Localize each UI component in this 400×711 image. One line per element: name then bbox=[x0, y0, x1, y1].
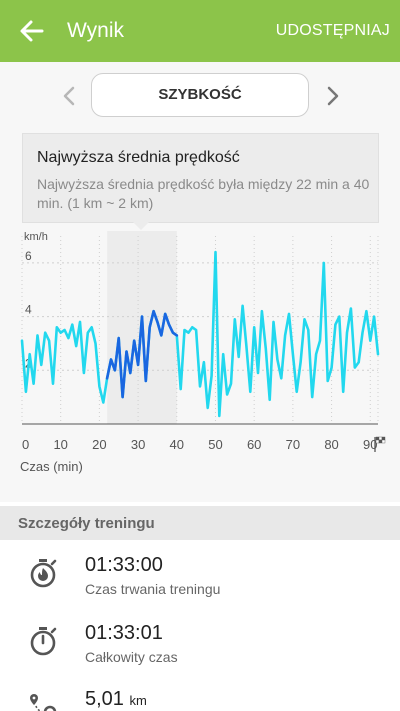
x-tick-label: 40 bbox=[170, 437, 184, 452]
speed-chart[interactable]: 246 km/h 0 10 20 30 40 50 60 70 80 90 Czas (min) bbox=[0, 226, 400, 486]
y-axis-label: km/h bbox=[24, 231, 48, 243]
highest-speed-tooltip: Najwyższa średnia prędkość Najwyższa śre… bbox=[22, 133, 379, 230]
detail-value: 01:33:00 bbox=[85, 554, 163, 576]
detail-label: Czas trwania treningu bbox=[85, 581, 221, 597]
flag-square bbox=[381, 439, 386, 444]
x-tick-label: 70 bbox=[286, 437, 300, 452]
x-tick-label: 30 bbox=[131, 437, 145, 452]
x-tick-label: 80 bbox=[324, 437, 338, 452]
tooltip-notch bbox=[133, 222, 149, 230]
y-tick-label: 4 bbox=[25, 303, 32, 317]
finish-flag-icon bbox=[374, 436, 386, 452]
grid-lines bbox=[21, 236, 379, 424]
back-arrow-icon[interactable] bbox=[18, 17, 46, 45]
section-heading: Szczegóły treningu bbox=[0, 506, 400, 540]
speed-series-line bbox=[20, 250, 380, 418]
app-bar: Wynik UDOSTĘPNIAJ bbox=[0, 0, 400, 62]
x-tick-label: 20 bbox=[92, 437, 106, 452]
detail-row-workout-duration: 01:33:00 Czas trwania treningu bbox=[0, 544, 400, 606]
page-title: Wynik bbox=[67, 19, 124, 42]
x-ticks: 0 10 20 30 40 50 60 70 80 90 bbox=[22, 437, 377, 452]
section-heading-label: Szczegóły treningu bbox=[18, 515, 155, 532]
flag-square bbox=[375, 439, 380, 444]
x-tick-label: 50 bbox=[208, 437, 222, 452]
distance-unit: km bbox=[129, 693, 147, 708]
route-pins-icon bbox=[30, 694, 57, 711]
detail-value: 5,01 km bbox=[85, 688, 147, 711]
flag-square bbox=[381, 436, 386, 441]
detail-label: Całkowity czas bbox=[85, 649, 178, 665]
y-ticks: 246 bbox=[25, 249, 32, 370]
chevron-right-icon[interactable] bbox=[320, 84, 344, 108]
detail-row-total-time: 01:33:01 Całkowity czas bbox=[0, 612, 400, 674]
series-layer bbox=[20, 250, 380, 418]
stopwatch-icon bbox=[30, 627, 57, 656]
flag-square bbox=[378, 439, 383, 444]
x-tick-label: 90 bbox=[363, 437, 377, 452]
metric-selector: SZYBKOŚĆ bbox=[0, 73, 400, 119]
y-tick-label: 6 bbox=[25, 249, 32, 263]
detail-value: 01:33:01 bbox=[85, 622, 163, 644]
x-tick-label: 0 bbox=[22, 437, 29, 452]
flag-square bbox=[378, 436, 383, 441]
x-tick-label: 60 bbox=[247, 437, 261, 452]
tooltip-text: Najwyższa średnia prędkość była między 2… bbox=[37, 176, 370, 211]
chevron-left-icon[interactable] bbox=[58, 84, 82, 108]
share-button[interactable]: UDOSTĘPNIAJ bbox=[275, 22, 390, 39]
tooltip-title: Najwyższa średnia prędkość bbox=[37, 149, 240, 166]
x-axis-label: Czas (min) bbox=[20, 459, 83, 474]
stopwatch-flame-icon bbox=[30, 559, 57, 588]
highlighted-segment-line bbox=[105, 309, 179, 399]
detail-row-distance: 5,01 km bbox=[0, 678, 400, 711]
x-tick-label: 10 bbox=[53, 437, 67, 452]
metric-dropdown[interactable]: SZYBKOŚĆ bbox=[91, 73, 309, 117]
flag-square bbox=[375, 436, 380, 441]
distance-value: 5,01 bbox=[85, 688, 124, 710]
